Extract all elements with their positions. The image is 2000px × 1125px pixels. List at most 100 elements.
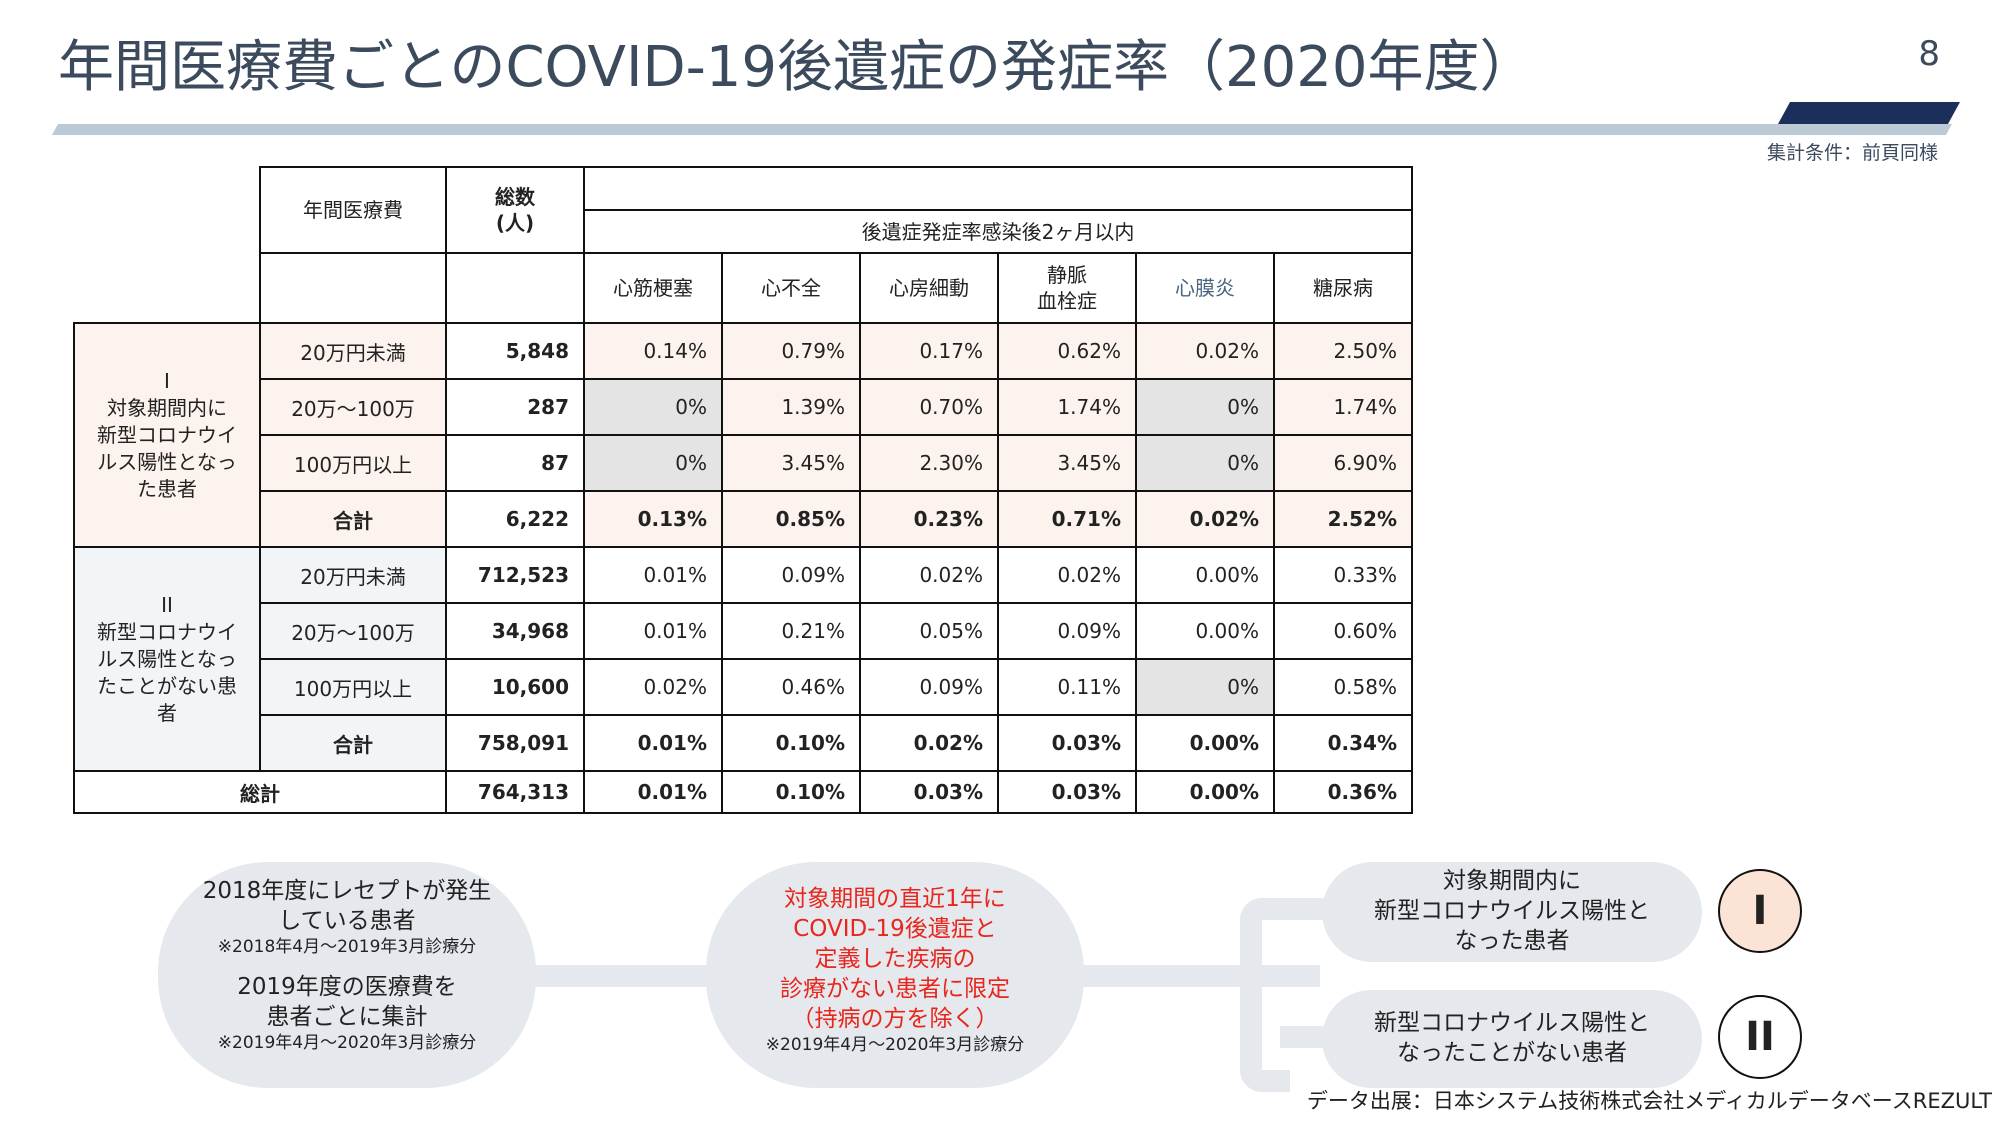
table-row: II 新型コロナウイ ルス陽性となっ たことがない患 者 20万円未満 712,… — [73, 546, 1413, 772]
rate-cell: 0.79% — [721, 322, 861, 380]
rate-cell: 2.50% — [1273, 322, 1413, 380]
cost-band: 100万円以上 — [259, 658, 447, 716]
rate-cell: 0.09% — [859, 658, 999, 716]
rate-cell: 1.74% — [997, 378, 1137, 436]
total-cell: 10,600 — [445, 658, 585, 716]
rate-cell: 0.60% — [1273, 602, 1413, 660]
group-label: II 新型コロナウイ ルス陽性となっ たことがない患 者 — [73, 546, 261, 772]
header-total-cont — [445, 253, 585, 324]
rate-cell: 0.00% — [1135, 714, 1275, 772]
header-disease: 心筋梗塞 — [583, 252, 723, 324]
header-disease: 糖尿病 — [1273, 252, 1413, 324]
grand-total-label: 総計 — [73, 770, 447, 814]
rate-cell: 0.23% — [859, 490, 999, 548]
cost-band: 合計 — [259, 490, 447, 548]
rate-cell: 0% — [583, 378, 723, 436]
cost-band: 100万円以上 — [259, 434, 447, 492]
rate-cell: 0.03% — [859, 770, 999, 814]
box4-text: 新型コロナウイルス陽性と なったことがない患者 — [1374, 1010, 1650, 1066]
cost-band: 合計 — [259, 714, 447, 772]
rate-cell: 0.02% — [997, 546, 1137, 604]
group1-badge: I — [1718, 869, 1802, 953]
header-span: 後遺症発症率感染後2ヶ月以内 — [583, 209, 1413, 254]
data-source: データ出展：日本システム技術株式会社メディカルデータベースREZULT — [1306, 1089, 1992, 1113]
rate-cell: 0.10% — [721, 770, 861, 814]
total-cell: 758,091 — [445, 714, 585, 772]
rate-cell: 3.45% — [997, 434, 1137, 492]
box2-note: ※2019年4月〜2020年3月診療分 — [765, 1035, 1025, 1055]
rate-cell: 0.02% — [859, 714, 999, 772]
rate-cell: 0.03% — [997, 714, 1137, 772]
rate-cell: 0.02% — [859, 546, 999, 604]
page-title: 年間医療費ごとのCOVID-19後遺症の発症率（2020年度） — [58, 35, 1536, 100]
rate-cell: 0% — [583, 434, 723, 492]
rate-cell: 0.02% — [583, 658, 723, 716]
header-divider — [52, 124, 1952, 135]
rate-cell: 0.14% — [583, 322, 723, 380]
rate-cell: 1.39% — [721, 378, 861, 436]
cost-band: 20万〜100万 — [259, 378, 447, 436]
header-top-spacer — [583, 166, 1413, 211]
condition-note: 集計条件：前頁同様 — [1766, 142, 1938, 164]
header-total: 総数 (人) — [445, 166, 585, 254]
rate-cell: 6.90% — [1273, 434, 1413, 492]
total-cell: 287 — [445, 378, 585, 436]
rate-table: 年間医療費 総数 (人) 後遺症発症率感染後2ヶ月以内 心筋梗塞 心不全 心房細… — [73, 166, 1413, 814]
rate-cell: 0.09% — [997, 602, 1137, 660]
header-disease: 静脈 血栓症 — [997, 252, 1137, 324]
total-cell: 87 — [445, 434, 585, 492]
rate-cell: 0.02% — [1135, 322, 1275, 380]
rate-cell: 0.21% — [721, 602, 861, 660]
rate-cell: 0.62% — [997, 322, 1137, 380]
exclusion-box: 対象期間の直近1年に COVID-19後遺症と 定義した疾病の 診療がない患者に… — [706, 862, 1084, 1088]
rate-cell: 0.70% — [859, 378, 999, 436]
cost-band: 20万円未満 — [259, 322, 447, 380]
rate-cell: 0.00% — [1135, 770, 1275, 814]
total-cell: 764,313 — [445, 770, 585, 814]
rate-cell: 0.33% — [1273, 546, 1413, 604]
rate-cell: 0% — [1135, 434, 1275, 492]
group2-box: 新型コロナウイルス陽性と なったことがない患者 — [1322, 990, 1702, 1088]
table-row: 100万円以上 10,600 0.02% 0.46% 0.09% 0.11% 0… — [74, 658, 1413, 716]
page-number: 8 — [1918, 34, 1940, 74]
rate-cell: 0% — [1135, 378, 1275, 436]
header-disease: 心膜炎 — [1135, 252, 1275, 324]
total-cell: 712,523 — [445, 546, 585, 604]
rate-cell: 0.71% — [997, 490, 1137, 548]
blank-corner — [74, 167, 260, 253]
group1-box: 対象期間内に 新型コロナウイルス陽性と なった患者 — [1322, 862, 1702, 962]
table-row-grand-total: 総計 764,313 0.01% 0.10% 0.03% 0.03% 0.00%… — [73, 770, 1413, 814]
rate-cell: 0% — [1135, 658, 1275, 716]
rate-cell: 0.13% — [583, 490, 723, 548]
rate-cell: 0.34% — [1273, 714, 1413, 772]
box1-text1: 2018年度にレセプトが発生 している患者 — [202, 878, 492, 934]
rate-cell: 0.09% — [721, 546, 861, 604]
table-row: 20万〜100万 287 0% 1.39% 0.70% 1.74% 0% 1.7… — [74, 378, 1413, 436]
table-row-subtotal: 合計 6,222 0.13% 0.85% 0.23% 0.71% 0.02% 2… — [74, 490, 1413, 548]
table-row-subtotal: 合計 758,091 0.01% 0.10% 0.02% 0.03% 0.00%… — [74, 714, 1413, 772]
rate-cell: 0.46% — [721, 658, 861, 716]
rate-cell: 0.03% — [997, 770, 1137, 814]
box1-note2: ※2019年4月〜2020年3月診療分 — [217, 1033, 477, 1053]
total-cell: 5,848 — [445, 322, 585, 380]
rate-cell: 0.00% — [1135, 546, 1275, 604]
rate-cell: 0.10% — [721, 714, 861, 772]
rate-cell: 0.01% — [583, 714, 723, 772]
table-row: I 対象期間内に 新型コロナウイ ルス陽性となっ た患者 20万円未満 5,84… — [73, 322, 1413, 548]
box1-text2: 2019年度の医療費を 患者ごとに集計 — [237, 974, 457, 1030]
header-cost-cont — [259, 253, 447, 324]
rate-cell: 0.36% — [1273, 770, 1413, 814]
flow-branch — [1240, 898, 1290, 1092]
box2-text: 対象期間の直近1年に COVID-19後遺症と 定義した疾病の 診療がない患者に… — [780, 886, 1010, 1032]
rate-cell: 0.01% — [583, 770, 723, 814]
rate-cell: 0.17% — [859, 322, 999, 380]
group-label: I 対象期間内に 新型コロナウイ ルス陽性となっ た患者 — [73, 322, 261, 548]
rate-cell: 0.05% — [859, 602, 999, 660]
rate-cell: 0.11% — [997, 658, 1137, 716]
rate-cell: 0.58% — [1273, 658, 1413, 716]
header-disease: 心不全 — [721, 252, 861, 324]
rate-cell: 0.01% — [583, 602, 723, 660]
rate-cell: 0.00% — [1135, 602, 1275, 660]
rate-cell: 0.01% — [583, 546, 723, 604]
rate-cell: 3.45% — [721, 434, 861, 492]
